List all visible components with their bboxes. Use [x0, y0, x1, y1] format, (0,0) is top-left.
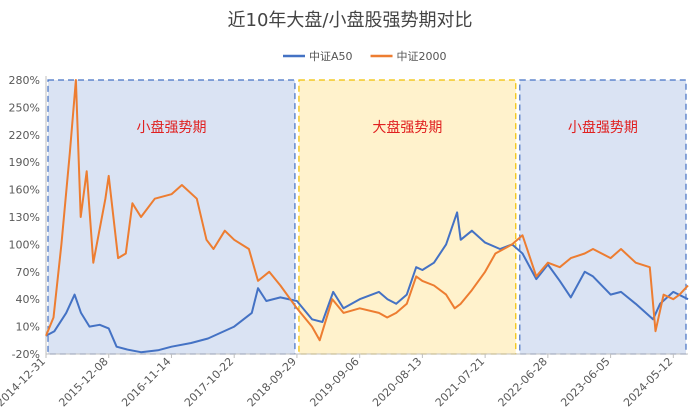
y-tick-label: 250%: [9, 101, 40, 114]
legend: 中证A50 中证2000: [283, 50, 447, 63]
region-label-2: 小盘强势期: [568, 119, 638, 136]
y-tick-label: 100%: [9, 238, 40, 251]
y-tick-label: 10%: [16, 321, 40, 334]
region-labels: 小盘强势期 大盘强势期 小盘强势期: [136, 119, 637, 136]
y-tick-label: 70%: [16, 266, 40, 279]
region-1: [298, 79, 517, 355]
region-label-1: 大盘强势期: [372, 119, 442, 136]
x-tick-label: 2021-07-21: [433, 355, 487, 409]
y-tick-label: 280%: [9, 74, 40, 87]
legend-label-1: 中证2000: [397, 50, 447, 63]
x-tick-label: 2019-09-06: [307, 355, 361, 409]
x-tick-label: 2016-11-14: [119, 355, 173, 409]
chart-title: 近10年大盘/小盘股强势期对比: [228, 10, 473, 31]
y-tick-label: 220%: [9, 129, 40, 142]
x-tick-label: 2020-08-13: [370, 355, 424, 409]
y-tick-label: 190%: [9, 156, 40, 169]
x-tick-label: 2015-12-08: [56, 355, 110, 409]
y-tick-label: 40%: [16, 293, 40, 306]
x-tick-label: 2023-06-05: [558, 355, 612, 409]
region-label-0: 小盘强势期: [136, 119, 206, 136]
x-tick-label: 2024-05-12: [621, 355, 675, 409]
x-tick-label: 2014-12-31: [0, 355, 48, 409]
y-tick-label: 130%: [9, 211, 40, 224]
series-group: [45, 79, 689, 354]
y-tick-label: -20%: [12, 348, 40, 361]
x-tick-label: 2017-10-22: [182, 355, 236, 409]
x-tick-label: 2022-06-28: [496, 355, 550, 409]
legend-label-0: 中证A50: [309, 50, 353, 63]
y-tick-label: 160%: [9, 184, 40, 197]
series-line-0: [45, 211, 689, 354]
x-tick-label: 2018-09-29: [245, 355, 299, 409]
series-line-1: [45, 79, 689, 342]
